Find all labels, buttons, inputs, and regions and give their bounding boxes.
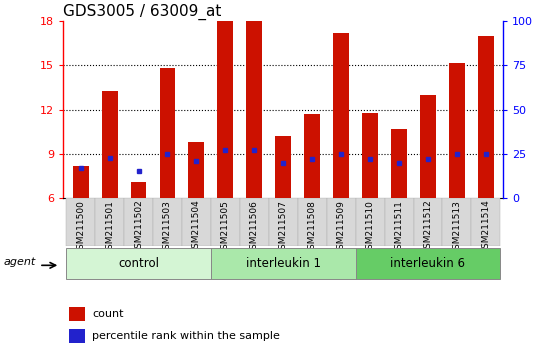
Bar bbox=[69, 329, 85, 343]
Bar bbox=[240, 198, 269, 246]
Text: GSM211500: GSM211500 bbox=[76, 200, 85, 255]
Bar bbox=[211, 198, 240, 246]
Text: GSM211511: GSM211511 bbox=[394, 200, 404, 255]
Bar bbox=[391, 129, 407, 198]
Bar bbox=[420, 95, 436, 198]
Bar bbox=[66, 249, 211, 279]
Bar bbox=[471, 198, 500, 246]
Text: GSM211514: GSM211514 bbox=[481, 200, 491, 255]
Bar bbox=[356, 249, 500, 279]
Bar bbox=[69, 307, 85, 321]
Bar bbox=[217, 21, 233, 198]
Text: GDS3005 / 63009_at: GDS3005 / 63009_at bbox=[63, 4, 222, 20]
Bar bbox=[102, 91, 118, 198]
Bar bbox=[333, 33, 349, 198]
Bar bbox=[211, 249, 356, 279]
Bar bbox=[384, 198, 414, 246]
Text: GSM211505: GSM211505 bbox=[221, 200, 230, 255]
Text: percentile rank within the sample: percentile rank within the sample bbox=[92, 331, 280, 341]
Text: GSM211513: GSM211513 bbox=[453, 200, 461, 255]
Text: GSM211503: GSM211503 bbox=[163, 200, 172, 255]
Text: GSM211512: GSM211512 bbox=[424, 200, 432, 255]
Bar bbox=[246, 21, 262, 198]
Bar bbox=[66, 198, 95, 246]
Bar bbox=[160, 68, 175, 198]
Bar bbox=[298, 198, 327, 246]
Bar bbox=[449, 63, 465, 198]
Bar bbox=[182, 198, 211, 246]
Text: GSM211502: GSM211502 bbox=[134, 200, 143, 255]
Text: GSM211510: GSM211510 bbox=[366, 200, 375, 255]
Bar bbox=[478, 36, 494, 198]
Text: control: control bbox=[118, 257, 159, 270]
Bar bbox=[189, 142, 205, 198]
Bar bbox=[95, 198, 124, 246]
Text: GSM211501: GSM211501 bbox=[105, 200, 114, 255]
Bar bbox=[356, 198, 384, 246]
Bar bbox=[130, 182, 146, 198]
Bar bbox=[276, 136, 291, 198]
Text: agent: agent bbox=[4, 257, 36, 267]
Bar bbox=[327, 198, 356, 246]
Bar bbox=[124, 198, 153, 246]
Text: count: count bbox=[92, 309, 124, 319]
Text: GSM211508: GSM211508 bbox=[307, 200, 317, 255]
Bar bbox=[269, 198, 298, 246]
Text: GSM211509: GSM211509 bbox=[337, 200, 345, 255]
Text: GSM211506: GSM211506 bbox=[250, 200, 259, 255]
Bar bbox=[304, 114, 320, 198]
Bar bbox=[442, 198, 471, 246]
Bar bbox=[414, 198, 442, 246]
Text: GSM211504: GSM211504 bbox=[192, 200, 201, 255]
Text: interleukin 6: interleukin 6 bbox=[390, 257, 465, 270]
Text: GSM211507: GSM211507 bbox=[279, 200, 288, 255]
Bar bbox=[73, 166, 89, 198]
Text: interleukin 1: interleukin 1 bbox=[246, 257, 321, 270]
Bar bbox=[153, 198, 182, 246]
Bar bbox=[362, 113, 378, 198]
